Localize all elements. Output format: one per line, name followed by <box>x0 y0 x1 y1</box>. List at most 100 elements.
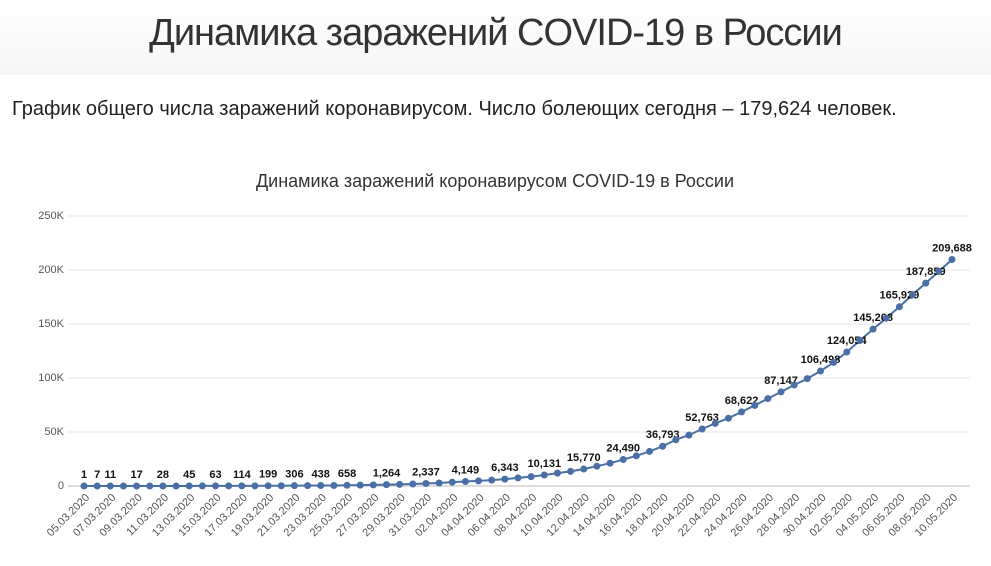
point <box>356 481 364 489</box>
data-label: 6,343 <box>491 462 519 474</box>
point <box>80 482 88 490</box>
data-label: 4,149 <box>452 464 480 476</box>
data-label: 438 <box>312 468 330 480</box>
data-label: 145,268 <box>853 312 893 324</box>
y-tick-label: 0 <box>58 480 64 492</box>
y-tick-label: 250K <box>38 210 64 222</box>
point <box>711 419 719 427</box>
point <box>948 256 956 264</box>
point <box>738 408 746 416</box>
point <box>553 469 561 477</box>
data-label: 114 <box>233 469 252 481</box>
point <box>580 465 588 473</box>
point <box>146 482 154 490</box>
data-label: 24,490 <box>606 442 640 454</box>
point <box>488 476 496 484</box>
point <box>93 482 101 490</box>
data-label: 68,622 <box>725 395 759 407</box>
data-label: 52,763 <box>685 412 719 424</box>
data-label: 7 <box>94 469 100 481</box>
data-label: 87,147 <box>764 375 798 387</box>
point <box>751 401 759 409</box>
data-label: 2,337 <box>412 466 440 478</box>
point <box>501 475 509 483</box>
chart-title: Динамика заражений коронавирусом COVID-1… <box>256 171 734 191</box>
header <box>0 0 991 75</box>
point <box>330 481 338 489</box>
data-label: 199 <box>259 469 277 481</box>
data-label: 15,770 <box>567 452 601 464</box>
point <box>422 479 430 487</box>
point <box>343 481 351 489</box>
point <box>514 474 522 482</box>
y-tick-label: 150K <box>38 318 64 330</box>
data-label: 28 <box>157 469 169 481</box>
point <box>922 279 930 287</box>
point <box>540 471 548 479</box>
data-label: 10,131 <box>527 458 561 470</box>
point <box>277 482 285 490</box>
point <box>724 414 732 422</box>
point <box>290 482 298 490</box>
point <box>632 452 640 460</box>
point <box>369 481 377 489</box>
point <box>225 482 233 490</box>
y-tick-label: 50K <box>44 426 64 438</box>
point <box>198 482 206 490</box>
data-label: 165,929 <box>880 290 920 302</box>
point <box>685 431 693 439</box>
point <box>119 482 127 490</box>
point <box>909 291 917 299</box>
point <box>895 303 903 311</box>
point <box>843 348 851 356</box>
point <box>698 425 706 433</box>
point <box>790 381 798 389</box>
data-label: 36,793 <box>646 429 680 441</box>
point <box>212 482 220 490</box>
point <box>396 480 404 488</box>
point <box>856 337 864 345</box>
point <box>264 482 272 490</box>
data-label: 1,264 <box>373 468 401 480</box>
data-label: 187,859 <box>906 266 946 278</box>
point <box>435 479 443 487</box>
point <box>803 375 811 383</box>
point <box>448 478 456 486</box>
point <box>251 482 259 490</box>
data-label: 17 <box>130 469 142 481</box>
point <box>777 388 785 396</box>
point <box>764 395 772 403</box>
point <box>830 358 838 366</box>
point <box>133 482 141 490</box>
point <box>172 482 180 490</box>
point <box>475 477 483 485</box>
point <box>238 482 246 490</box>
point <box>646 447 654 455</box>
point <box>606 459 614 467</box>
point <box>672 436 680 444</box>
point <box>882 314 890 322</box>
point <box>159 482 167 490</box>
y-tick-label: 200K <box>38 264 64 276</box>
point <box>461 478 469 486</box>
point <box>567 467 575 475</box>
page-title: Динамика заражений COVID-19 в России <box>149 12 843 54</box>
point <box>317 482 325 490</box>
point <box>816 367 824 375</box>
point <box>869 325 877 333</box>
point <box>527 473 535 481</box>
data-label: 11 <box>104 469 116 481</box>
data-label: 209,688 <box>932 242 972 254</box>
point <box>304 482 312 490</box>
data-label: 306 <box>285 469 303 481</box>
point <box>106 482 114 490</box>
data-label: 45 <box>183 469 195 481</box>
data-label: 124,054 <box>827 335 868 347</box>
y-tick-label: 100K <box>38 372 64 384</box>
data-label: 658 <box>338 468 356 480</box>
data-label: 63 <box>209 469 221 481</box>
data-label: 1 <box>81 469 87 481</box>
point <box>409 480 417 488</box>
